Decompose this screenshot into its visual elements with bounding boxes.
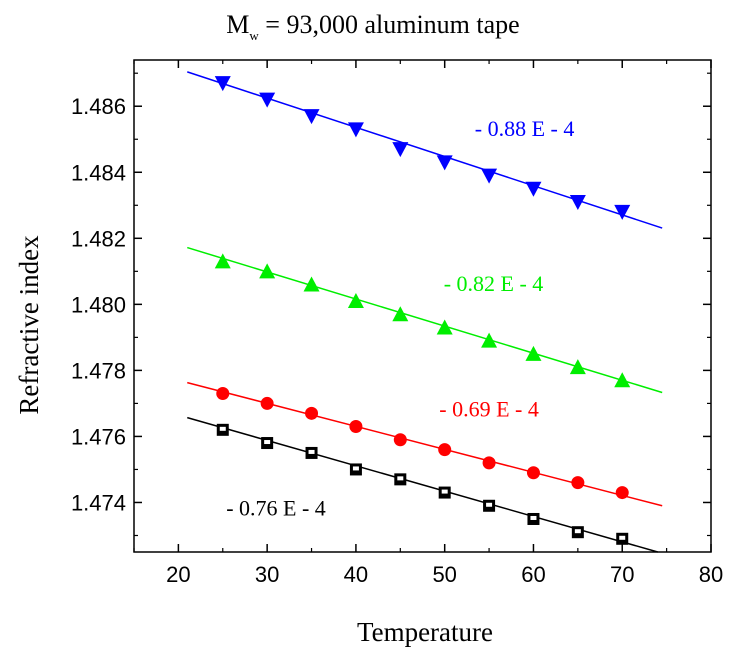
x-tick-label: 20	[166, 562, 190, 587]
y-axis-label: Refractive index	[14, 235, 44, 415]
slope-annotation: - 0.76 E - 4	[226, 496, 326, 521]
fit-line-square	[187, 416, 658, 553]
data-point-circle	[260, 396, 274, 410]
slope-annotation: - 0.82 E - 4	[444, 271, 544, 296]
data-point-square-inner	[352, 466, 359, 471]
chart-title-rest: = 93,000 aluminum tape	[259, 10, 520, 39]
data-point-triangle-down	[392, 142, 409, 158]
data-point-triangle-down	[614, 204, 631, 220]
data-point-square-inner	[530, 515, 537, 520]
data-point-triangle-down	[347, 122, 364, 138]
data-point-triangle-up	[525, 345, 542, 361]
data-point-square-inner	[264, 440, 271, 445]
plot-frame	[133, 59, 712, 553]
chart-title-subscript: w	[249, 28, 259, 43]
data-point-triangle-up	[614, 372, 631, 388]
slope-annotation: - 0.88 E - 4	[475, 116, 575, 141]
y-tick-label: 1.476	[71, 424, 126, 449]
data-point-triangle-down	[569, 194, 586, 210]
data-point-square-inner	[619, 535, 626, 540]
data-point-triangle-down	[259, 92, 276, 108]
fit-line-triangle-down	[187, 71, 663, 229]
y-tick-label: 1.482	[71, 226, 126, 251]
fit-line-circle	[187, 381, 663, 507]
x-tick-label: 70	[610, 562, 634, 587]
data-point-triangle-down	[436, 155, 453, 171]
data-point-square-inner	[219, 426, 226, 431]
data-point-triangle-up	[569, 359, 586, 375]
data-point-square-inner	[308, 449, 315, 454]
data-point-square-inner	[397, 476, 404, 481]
data-point-triangle-up	[347, 293, 364, 309]
data-point-triangle-down	[525, 181, 542, 197]
data-point-square-inner	[486, 502, 493, 507]
data-point-triangle-up	[214, 253, 231, 269]
y-tick-label: 1.478	[71, 358, 126, 383]
data-point-triangle-up	[392, 306, 409, 322]
data-point-circle	[571, 476, 585, 490]
data-point-circle	[305, 406, 319, 420]
data-point-circle	[482, 456, 496, 470]
data-point-square-inner	[574, 529, 581, 534]
data-point-circle	[615, 486, 629, 500]
x-tick-label: 60	[521, 562, 545, 587]
data-point-triangle-up	[436, 319, 453, 335]
y-tick-label: 1.480	[71, 292, 126, 317]
chart-title-main: M	[226, 10, 249, 39]
data-point-triangle-down	[214, 76, 231, 92]
x-axis-label: Temperature	[357, 617, 493, 647]
x-tick-label: 40	[344, 562, 368, 587]
slope-annotation: - 0.69 E - 4	[439, 397, 539, 422]
data-point-circle	[393, 433, 407, 447]
data-point-circle	[526, 466, 540, 480]
data-point-circle	[216, 387, 230, 401]
plot-area: 20 30 40 50 60 70 80 1.474 1.476 1.478 1.480 1.482 1…	[71, 59, 723, 587]
y-tick-label: 1.474	[71, 490, 126, 515]
data-point-triangle-up	[259, 263, 276, 279]
data-point-triangle-down	[303, 109, 320, 125]
y-tick-label: 1.484	[71, 160, 126, 185]
chart-title: Mw = 93,000 aluminum tape	[226, 10, 519, 43]
data-point-triangle-down	[481, 168, 498, 184]
data-point-triangle-up	[303, 276, 320, 292]
data-point-circle	[349, 420, 363, 434]
x-tick-label: 30	[255, 562, 279, 587]
x-tick-label: 80	[699, 562, 723, 587]
y-tick-label: 1.486	[71, 94, 126, 119]
data-point-square-inner	[441, 489, 448, 494]
x-tick-label: 50	[432, 562, 456, 587]
fit-line-triangle-up	[187, 246, 663, 394]
data-point-triangle-up	[481, 332, 498, 348]
data-point-circle	[438, 443, 452, 457]
